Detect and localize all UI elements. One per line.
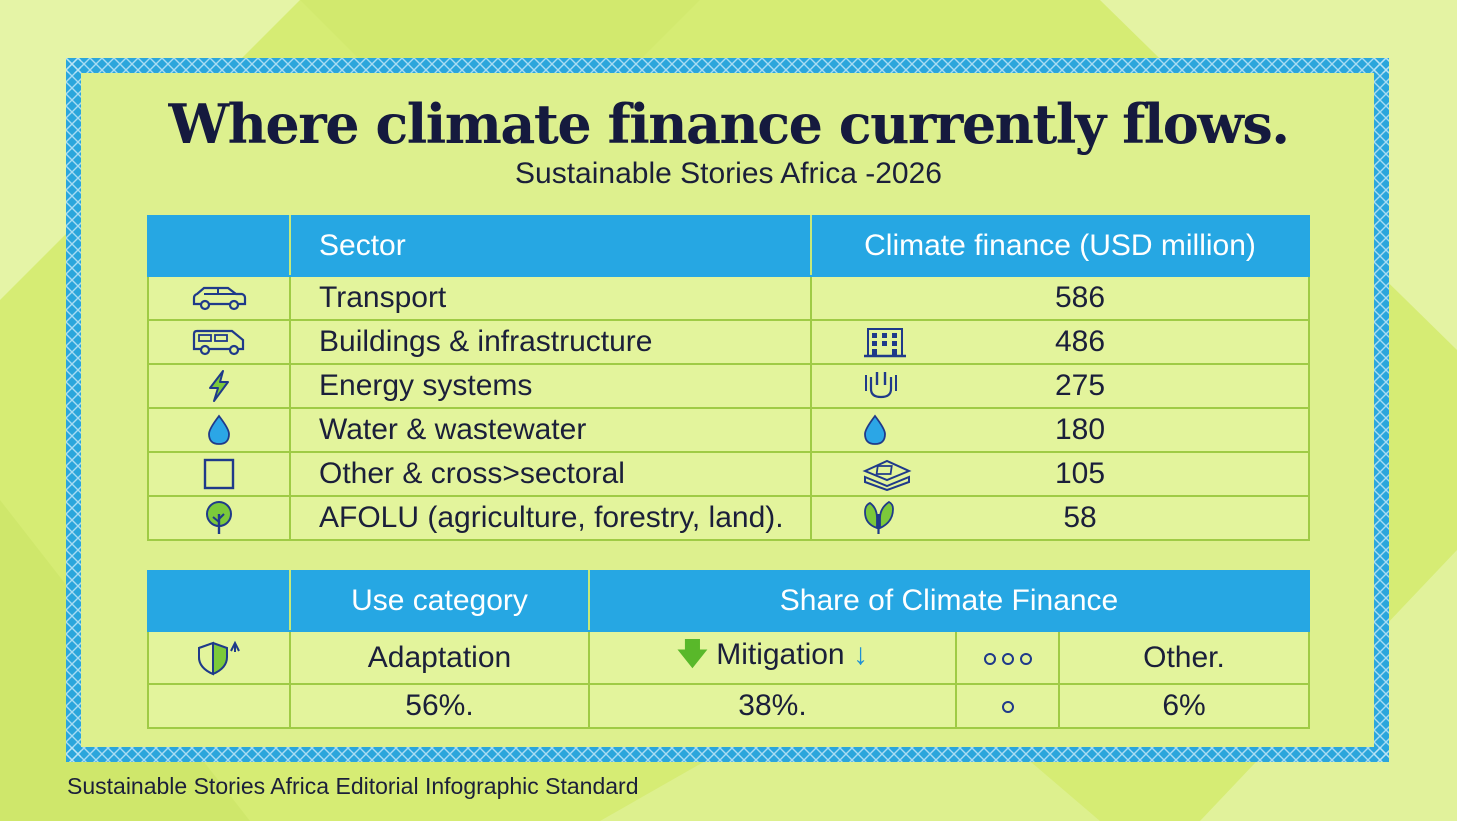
header-icon-column [147, 215, 291, 277]
table-row: Water & wastewater 180 [147, 407, 1310, 453]
use-table-header: Use category Share of Climate Finance [147, 570, 1310, 632]
category-other: Other. [1058, 630, 1310, 685]
tree-icon [206, 501, 232, 534]
header-climate-finance: Climate finance (USD million) [810, 215, 1310, 277]
plug-icon [865, 372, 897, 399]
table-row: Other & cross>sectoral 105 [147, 451, 1310, 497]
row-icon-cell [147, 319, 291, 365]
finance-value-cell: 58 [810, 495, 1310, 541]
footer-credit: Sustainable Stories Africa Editorial Inf… [67, 773, 639, 799]
sector-label: Transport [289, 275, 812, 321]
finance-value-cell: 586 [810, 275, 1310, 321]
header-use-category: Use category [289, 570, 590, 632]
sector-label: Buildings & infrastructure [289, 319, 812, 365]
chart-subtitle: Sustainable Stories Africa -2026 [515, 157, 942, 190]
header-icon-column [147, 570, 291, 632]
table-row: Buildings & infrastructure 486 [147, 319, 1310, 365]
marker-cell [955, 683, 1060, 729]
table-row: Adaptation 🡇 Mitigation ↓ Other. [147, 630, 1310, 685]
share-adaptation: 56%. [289, 683, 590, 729]
down-arrow-icon: 🡇 [677, 638, 708, 671]
finance-value-cell: 180 [810, 407, 1310, 453]
shield-icon [198, 640, 240, 676]
water-drop-icon [864, 414, 886, 445]
sector-label: AFOLU (agriculture, forestry, land). [289, 495, 812, 541]
layers-icon [862, 459, 912, 491]
car-icon [192, 286, 247, 311]
van-icon [192, 329, 245, 356]
finance-value: 275 [1054, 369, 1106, 402]
leaf-icon [864, 500, 894, 534]
sector-table-header: Sector Climate finance (USD million) [147, 215, 1310, 277]
share-other: 6% [1058, 683, 1310, 729]
table-row: Transport 586 [147, 275, 1310, 321]
category-mitigation: Mitigation [716, 638, 845, 671]
water-drop-icon [208, 414, 230, 445]
building-icon [864, 328, 906, 358]
empty-cell [147, 683, 291, 729]
category-adaptation: Adaptation [289, 630, 590, 685]
row-icon-cell [147, 495, 291, 541]
lightning-icon [209, 370, 229, 402]
marker-cell [955, 630, 1060, 685]
use-category-table: Use category Share of Climate Finance Ad… [147, 570, 1310, 729]
finance-value: 58 [1063, 501, 1097, 534]
square-icon [203, 458, 235, 490]
finance-value: 180 [1054, 413, 1106, 446]
table-row: Energy systems 275 [147, 363, 1310, 409]
table-row: 56%. 38%. 6% [147, 683, 1310, 729]
header-share-of-climate-finance: Share of Climate Finance [588, 570, 1310, 632]
share-mitigation: 38%. [588, 683, 957, 729]
down-arrow-icon: ↓ [852, 638, 868, 671]
table-row: AFOLU (agriculture, forestry, land). 58 [147, 495, 1310, 541]
finance-value: 486 [1054, 325, 1106, 358]
sector-label: Energy systems [289, 363, 812, 409]
row-icon-cell [147, 451, 291, 497]
three-circles-icon [983, 652, 1032, 665]
finance-value: 105 [1054, 457, 1106, 490]
row-icon-cell [147, 275, 291, 321]
chart-title: Where climate finance currently flows. [168, 92, 1290, 156]
finance-value: 586 [1054, 281, 1106, 314]
finance-value-cell: 486 [810, 319, 1310, 365]
row-icon-cell [147, 630, 291, 685]
sector-label: Water & wastewater [289, 407, 812, 453]
row-icon-cell [147, 407, 291, 453]
finance-value-cell: 275 [810, 363, 1310, 409]
sector-label: Other & cross>sectoral [289, 451, 812, 497]
category-mitigation-cell: 🡇 Mitigation ↓ [588, 630, 957, 685]
sector-finance-table: Sector Climate finance (USD million) Tra… [147, 215, 1310, 541]
header-sector: Sector [289, 215, 812, 277]
row-icon-cell [147, 363, 291, 409]
circle-icon [1001, 701, 1014, 713]
finance-value-cell: 105 [810, 451, 1310, 497]
